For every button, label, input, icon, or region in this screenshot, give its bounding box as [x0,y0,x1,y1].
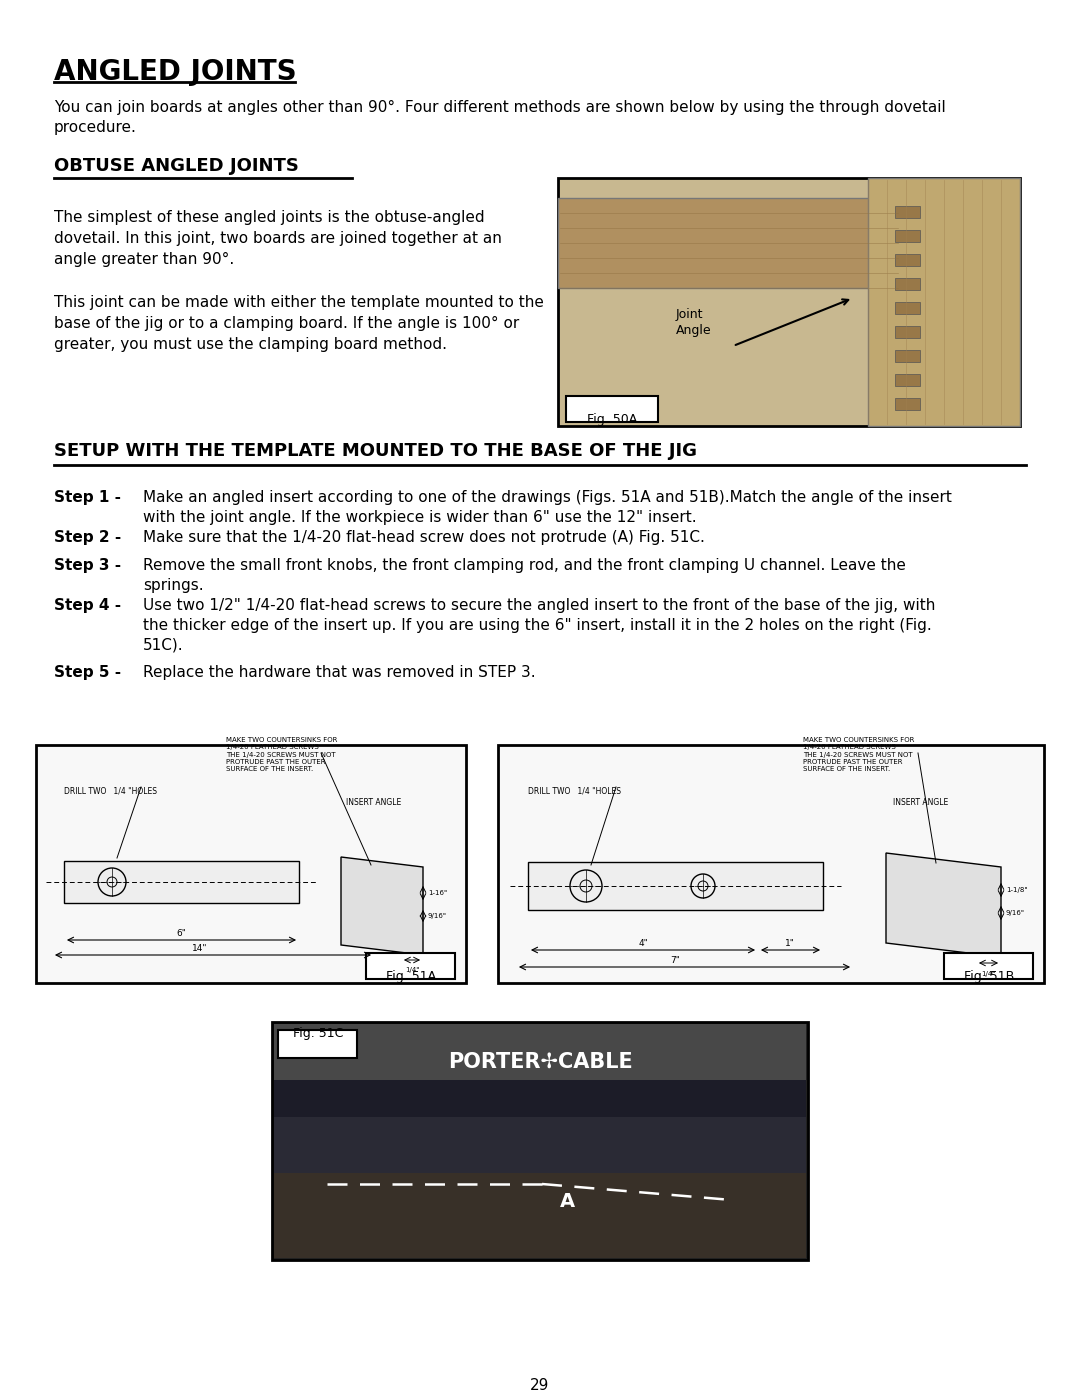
FancyBboxPatch shape [274,1024,806,1259]
FancyBboxPatch shape [274,1118,806,1178]
FancyBboxPatch shape [498,745,1044,983]
Text: Step 5 -: Step 5 - [54,665,121,680]
Polygon shape [341,856,423,956]
Text: You can join boards at angles other than 90°. Four different methods are shown b: You can join boards at angles other than… [54,101,946,136]
Text: Fig. 51B: Fig. 51B [963,970,1014,983]
FancyBboxPatch shape [272,1023,808,1260]
Text: Step 3 -: Step 3 - [54,557,121,573]
Text: DRILL TWO   1/4 "HOLES: DRILL TWO 1/4 "HOLES [528,787,621,796]
Text: A: A [559,1192,575,1211]
Text: 7": 7" [671,956,680,965]
Text: Step 1 -: Step 1 - [54,490,121,504]
Text: 9/16": 9/16" [428,914,447,919]
Text: DRILL TWO   1/4 "HOLES: DRILL TWO 1/4 "HOLES [64,787,157,796]
Text: OBTUSE ANGLED JOINTS: OBTUSE ANGLED JOINTS [54,156,299,175]
FancyBboxPatch shape [895,278,920,291]
Text: 1-16": 1-16" [428,890,447,895]
Text: 9/16": 9/16" [1005,909,1025,916]
Text: 29: 29 [530,1377,550,1393]
Text: MAKE TWO COUNTERSINKS FOR
1/4-20 FLATHEAD SCREWS
THE 1/4-20 SCREWS MUST NOT
PROT: MAKE TWO COUNTERSINKS FOR 1/4-20 FLATHEA… [804,738,915,773]
Text: Make an angled insert according to one of the drawings (Figs. 51A and 51B).Match: Make an angled insert according to one o… [143,490,951,525]
Text: Step 4 -: Step 4 - [54,598,121,613]
FancyBboxPatch shape [278,1030,357,1058]
FancyBboxPatch shape [895,351,920,362]
FancyBboxPatch shape [528,862,823,909]
Text: Fig. 50A: Fig. 50A [586,414,637,426]
FancyBboxPatch shape [566,395,658,422]
FancyBboxPatch shape [36,745,465,983]
Text: Step 2 -: Step 2 - [54,529,121,545]
FancyBboxPatch shape [895,302,920,314]
Text: Fig. 51A: Fig. 51A [386,970,436,983]
Text: Make sure that the 1/4-20 flat-head screw does not protrude (A) Fig. 51C.: Make sure that the 1/4-20 flat-head scre… [143,529,705,545]
Text: Replace the hardware that was removed in STEP 3.: Replace the hardware that was removed in… [143,665,536,680]
Text: 1": 1" [785,939,795,949]
FancyBboxPatch shape [895,326,920,338]
FancyBboxPatch shape [558,177,1020,426]
Text: ANGLED JOINTS: ANGLED JOINTS [54,59,297,87]
Text: Remove the small front knobs, the front clamping rod, and the front clamping U c: Remove the small front knobs, the front … [143,557,906,592]
FancyBboxPatch shape [895,398,920,409]
Text: 1/4": 1/4" [981,971,995,977]
Text: 1-1/8": 1-1/8" [1005,887,1027,893]
FancyBboxPatch shape [274,1024,806,1080]
Text: Fig. 51C: Fig. 51C [293,1027,343,1039]
Text: Joint
Angle: Joint Angle [676,307,712,337]
FancyBboxPatch shape [895,205,920,218]
Text: PORTER✢CABLE: PORTER✢CABLE [447,1052,633,1071]
Text: The simplest of these angled joints is the obtuse-angled
dovetail. In this joint: The simplest of these angled joints is t… [54,210,502,267]
FancyBboxPatch shape [895,231,920,242]
Text: 1/4": 1/4" [405,967,419,972]
Text: 4": 4" [638,939,648,949]
FancyBboxPatch shape [895,254,920,265]
Text: INSERT ANGLE: INSERT ANGLE [346,798,402,807]
Text: INSERT ANGLE: INSERT ANGLE [893,798,948,807]
Text: MAKE TWO COUNTERSINKS FOR
1/4-20 FLATHEAD SCREWS
THE 1/4-20 SCREWS MUST NOT
PROT: MAKE TWO COUNTERSINKS FOR 1/4-20 FLATHEA… [226,738,337,773]
Text: SETUP WITH THE TEMPLATE MOUNTED TO THE BASE OF THE JIG: SETUP WITH THE TEMPLATE MOUNTED TO THE B… [54,441,697,460]
FancyBboxPatch shape [868,177,1020,426]
Text: Use two 1/2" 1/4-20 flat-head screws to secure the angled insert to the front of: Use two 1/2" 1/4-20 flat-head screws to … [143,598,935,652]
Text: 6": 6" [176,929,187,937]
FancyBboxPatch shape [944,953,1032,979]
FancyBboxPatch shape [366,953,455,979]
Text: 14": 14" [192,944,207,953]
FancyBboxPatch shape [895,374,920,386]
FancyBboxPatch shape [64,861,299,902]
FancyBboxPatch shape [274,1173,806,1259]
Polygon shape [886,854,1001,957]
FancyBboxPatch shape [558,198,900,288]
Text: This joint can be made with either the template mounted to the
base of the jig o: This joint can be made with either the t… [54,295,544,352]
